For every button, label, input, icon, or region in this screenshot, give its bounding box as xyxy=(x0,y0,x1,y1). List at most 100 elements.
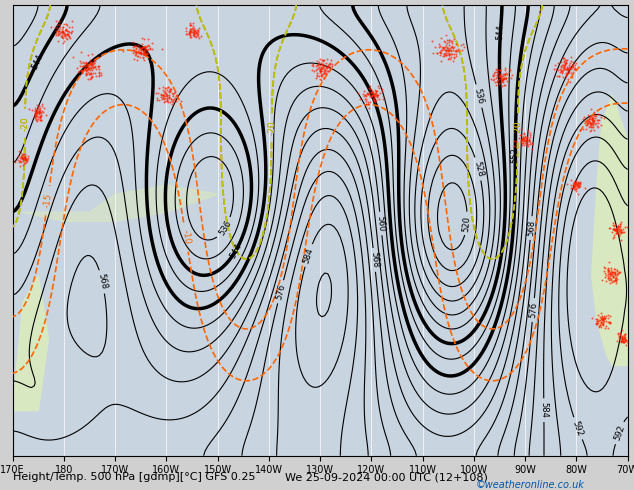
Point xyxy=(18,154,29,162)
Point xyxy=(136,49,146,57)
Point xyxy=(16,152,26,160)
Point xyxy=(191,33,201,41)
Point xyxy=(444,50,454,58)
Point xyxy=(35,108,45,116)
Point xyxy=(61,27,72,35)
Point xyxy=(501,74,512,82)
Point xyxy=(19,159,29,167)
Point xyxy=(618,337,628,345)
Point xyxy=(488,71,498,78)
Point xyxy=(51,28,61,36)
Point xyxy=(451,51,461,59)
Point xyxy=(603,270,613,278)
Point xyxy=(562,70,572,78)
Point xyxy=(439,43,449,50)
Point xyxy=(143,45,153,52)
Point xyxy=(502,70,512,78)
Point xyxy=(519,133,529,141)
Point xyxy=(566,64,576,72)
Point xyxy=(562,66,572,74)
Point xyxy=(441,41,451,49)
Point xyxy=(318,56,328,64)
Point xyxy=(189,30,199,38)
Point xyxy=(53,27,63,35)
Point xyxy=(66,28,76,36)
Point xyxy=(571,177,581,185)
Point xyxy=(138,47,148,55)
Point xyxy=(608,221,618,229)
Point xyxy=(157,95,167,103)
Point xyxy=(27,106,37,114)
Point xyxy=(369,90,379,98)
Point xyxy=(83,63,93,71)
Point xyxy=(434,48,444,55)
Point xyxy=(527,140,538,148)
Point xyxy=(615,225,625,233)
Point xyxy=(136,49,146,57)
Point xyxy=(597,313,607,321)
Point xyxy=(140,50,150,58)
Point xyxy=(574,179,585,187)
Point xyxy=(75,59,86,67)
Point xyxy=(603,272,613,280)
Point xyxy=(569,180,579,188)
Point xyxy=(32,109,42,117)
Point xyxy=(82,66,92,74)
Point xyxy=(53,37,63,45)
Point xyxy=(96,69,106,77)
Point xyxy=(619,336,630,344)
Point xyxy=(318,56,328,64)
Point xyxy=(82,65,93,73)
Point xyxy=(603,324,613,332)
Point xyxy=(34,108,44,116)
Point xyxy=(616,226,626,234)
Point xyxy=(353,89,363,97)
Point xyxy=(623,223,633,231)
Point xyxy=(316,67,326,75)
Point xyxy=(18,161,28,169)
Point xyxy=(317,56,327,64)
Point xyxy=(489,75,500,83)
Point xyxy=(367,87,377,95)
Point xyxy=(453,47,463,55)
Point xyxy=(58,24,68,31)
Point xyxy=(495,73,505,81)
Point xyxy=(597,317,607,324)
Point xyxy=(496,74,507,82)
Point xyxy=(32,112,42,120)
Point xyxy=(193,32,203,40)
Point xyxy=(441,51,451,59)
Point xyxy=(158,88,169,96)
Point xyxy=(86,73,96,80)
Text: -15: -15 xyxy=(42,193,53,209)
Point xyxy=(524,137,534,145)
Point xyxy=(458,40,468,48)
Point xyxy=(442,49,452,57)
Point xyxy=(151,89,161,97)
Point xyxy=(57,28,67,36)
Point xyxy=(34,107,44,115)
Point xyxy=(364,88,374,96)
Point xyxy=(375,89,385,97)
Point xyxy=(81,71,91,78)
Point xyxy=(559,54,569,62)
Point xyxy=(444,50,454,58)
Point xyxy=(612,225,623,233)
Point xyxy=(583,117,593,124)
Point xyxy=(486,75,496,83)
Point xyxy=(315,75,325,83)
Point xyxy=(561,69,571,77)
Point xyxy=(89,69,100,77)
Point xyxy=(609,276,619,284)
Point xyxy=(80,65,90,73)
Point xyxy=(600,317,611,325)
Point xyxy=(571,180,581,188)
Point xyxy=(619,333,629,341)
Point xyxy=(32,106,42,114)
Point xyxy=(612,226,623,234)
Point xyxy=(611,279,621,287)
Point xyxy=(188,24,198,32)
Point xyxy=(134,48,145,55)
Point xyxy=(598,317,608,324)
Point xyxy=(312,73,322,80)
